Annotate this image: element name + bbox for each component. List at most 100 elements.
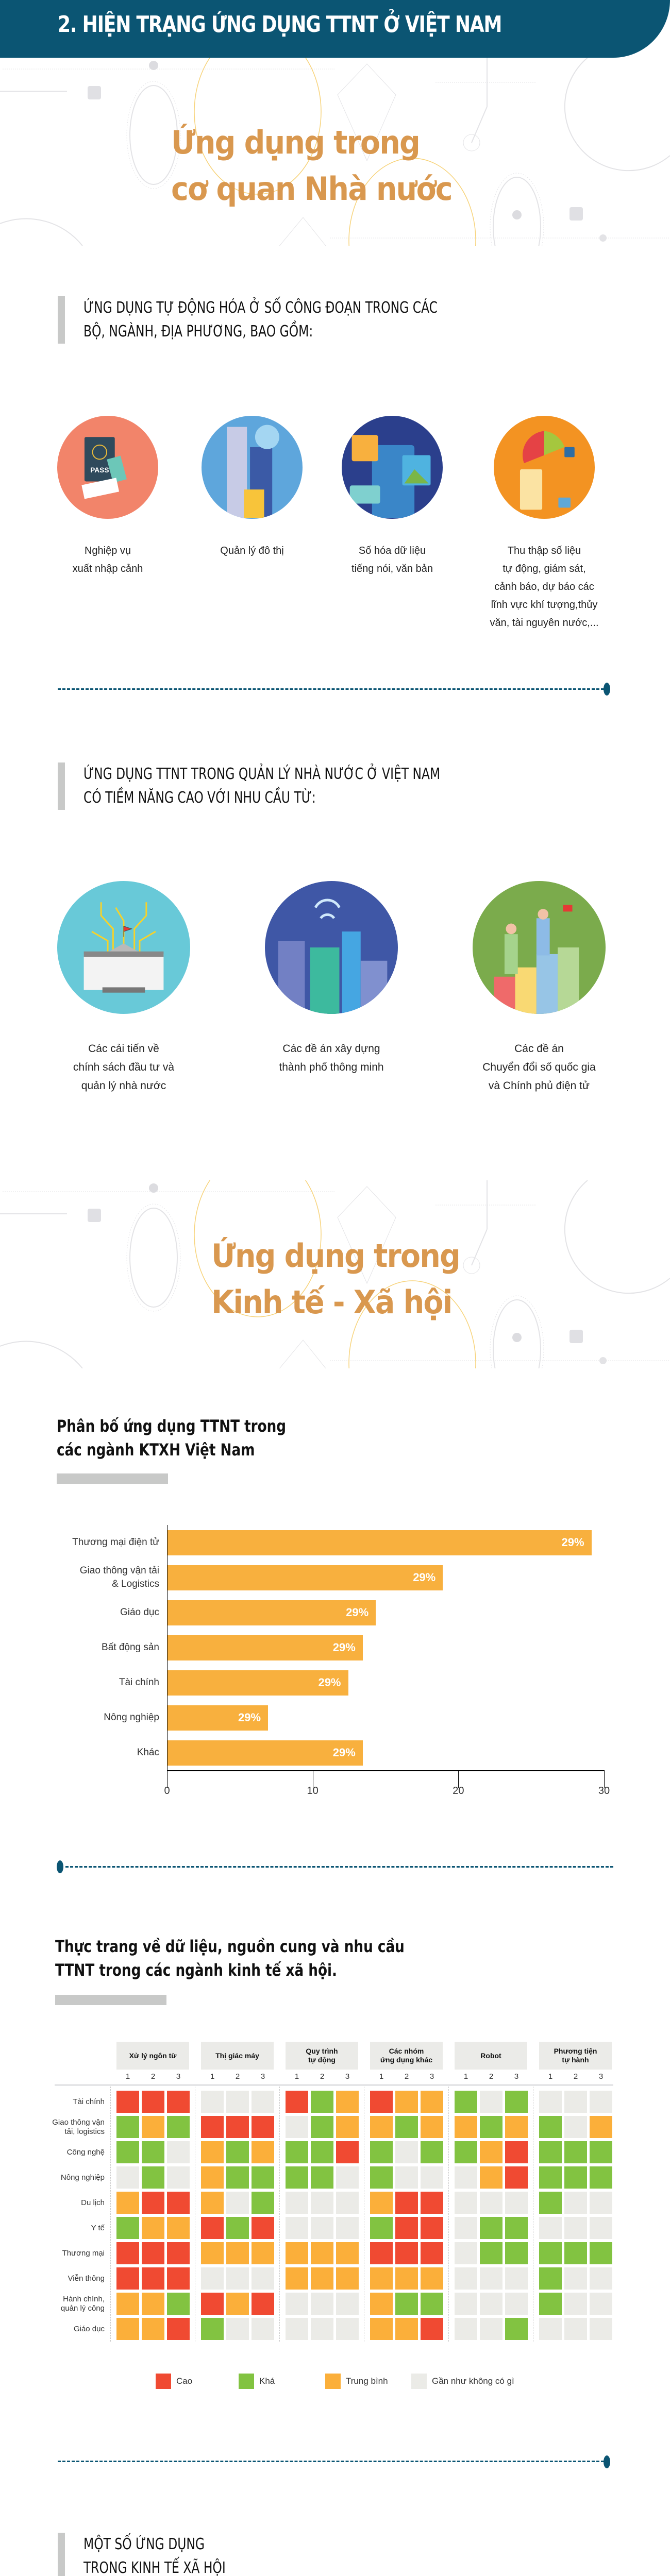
heatmap-cell	[167, 2166, 190, 2189]
heatmap-cell	[226, 2141, 249, 2163]
section-title-econ: Ứng dụng trong Kinh tế - Xã hội	[211, 1233, 461, 1326]
caption-line: lĩnh vực khí tượng,thủy	[491, 599, 598, 611]
heatmap-cell	[539, 2141, 562, 2163]
heatmap-cell	[395, 2166, 418, 2189]
dashed-divider	[65, 1866, 613, 1868]
heatmap-cell	[564, 2166, 587, 2189]
section-title-line: Ứng dụng trong	[211, 1237, 461, 1275]
heatmap-cell	[455, 2267, 477, 2290]
heatmap-cell	[590, 2318, 612, 2340]
label-line: Bất động sản	[102, 1642, 159, 1653]
heading-line: BỘ, NGÀNH, ĐỊA PHƯƠNG, BAO GỒM:	[83, 323, 313, 341]
x-tick-label: 0	[164, 1785, 170, 1797]
bar-category-label: Khác	[61, 1746, 159, 1759]
heatmap-group-header: Robot	[455, 2042, 527, 2070]
heatmap-cell	[311, 2192, 333, 2214]
heatmap-cell	[336, 2091, 359, 2113]
heatmap-row-label: Giáo dục	[7, 2325, 105, 2334]
bar-category-label: Giáo dục	[61, 1606, 159, 1619]
legend-swatch	[156, 2374, 171, 2389]
heatmap-cell	[201, 2116, 224, 2138]
government-building-circuit-icon	[57, 881, 190, 1014]
heatmap-cell	[286, 2242, 308, 2264]
heatmap-cell	[252, 2116, 274, 2138]
heatmap-cell	[370, 2293, 393, 2315]
heatmap-cell	[505, 2166, 528, 2189]
heatmap-cell	[116, 2091, 139, 2113]
heatmap-cell	[505, 2318, 528, 2340]
heatmap-cell	[539, 2217, 562, 2239]
heatmap-subcolumn-number: 1	[125, 2072, 130, 2081]
icon-caption: Thu thập số liệu tự động, giám sát, cảnh b…	[467, 542, 622, 632]
heatmap-cell	[370, 2141, 393, 2163]
heatmap-cell	[167, 2141, 190, 2163]
heatmap-cell	[395, 2116, 418, 2138]
bar: 29%	[167, 1565, 443, 1590]
city-buildings-icon	[202, 416, 303, 519]
row-label-line: Tài chính	[73, 2097, 105, 2106]
bar: 29%	[167, 1740, 363, 1766]
caption-line: Nghiệp vụ	[84, 545, 131, 556]
bar-value-label: 29%	[413, 1571, 436, 1584]
caption-line: Quản lý đô thị	[220, 545, 284, 556]
heatmap-cell	[336, 2192, 359, 2214]
caption-line: thành phố thông minh	[279, 1061, 384, 1073]
heatmap-cell	[421, 2116, 443, 2138]
heatmap-cell	[505, 2293, 528, 2315]
heatmap-cell	[505, 2242, 528, 2264]
heatmap-subcolumn-number: 1	[548, 2072, 553, 2081]
heatmap-cell	[142, 2318, 164, 2340]
group-header-line: Phương tiện	[554, 2047, 597, 2055]
heatmap-cell	[226, 2116, 249, 2138]
apps-heading: MỘT SỐ ỨNG DỤNG TRONG KINH TẾ XÃ HỘI	[58, 2533, 266, 2576]
caption-line: Thu thập số liệu	[507, 545, 581, 556]
heatmap-cell	[564, 2192, 587, 2214]
heatmap-cell	[252, 2166, 274, 2189]
tech-pattern-background	[0, 1180, 670, 1368]
heatmap-cell	[336, 2166, 359, 2189]
heatmap-cell	[311, 2242, 333, 2264]
heatmap-cell	[116, 2192, 139, 2214]
group-header-line: Các nhóm	[389, 2047, 424, 2055]
bar: 29%	[167, 1600, 376, 1625]
group-header-line: Robot	[480, 2051, 501, 2060]
heatmap-cell	[336, 2293, 359, 2315]
heatmap-cell	[286, 2192, 308, 2214]
heatmap-cell	[167, 2116, 190, 2138]
title-underline-bar	[57, 1473, 168, 1484]
heatmap-cell	[480, 2293, 502, 2315]
row-label-line: Du lịch	[81, 2198, 105, 2207]
heatmap-row-label: Nông nghiệp	[7, 2173, 105, 2182]
row-label-line: Hành chính,	[63, 2295, 105, 2303]
heatmap-cell	[201, 2318, 224, 2340]
heatmap-cell	[311, 2217, 333, 2239]
heatmap-cell	[539, 2192, 562, 2214]
caption-line: tự động, giám sát,	[502, 563, 586, 574]
heatmap-cell	[252, 2242, 274, 2264]
heatmap-row-label: Hành chính, quản lý công	[7, 2295, 105, 2313]
heatmap-cell	[167, 2192, 190, 2214]
heatmap-cell	[336, 2242, 359, 2264]
heatmap-cell	[395, 2267, 418, 2290]
heatmap-subcolumn-number: 3	[514, 2072, 519, 2081]
heatmap-cell	[116, 2242, 139, 2264]
heatmap-cell	[167, 2242, 190, 2264]
heatmap-cell	[311, 2141, 333, 2163]
heatmap-cell	[201, 2141, 224, 2163]
heatmap-cell	[480, 2141, 502, 2163]
heatmap-cell	[286, 2091, 308, 2113]
heatmap-cell	[480, 2166, 502, 2189]
svg-text:PASS: PASS	[90, 466, 109, 474]
heatmap-cell	[167, 2267, 190, 2290]
legend-swatch	[411, 2374, 427, 2389]
heading-accent-bar	[58, 762, 65, 810]
heatmap-cell	[370, 2318, 393, 2340]
label-line: Khác	[137, 1747, 159, 1758]
heatmap-cell	[395, 2192, 418, 2214]
heatmap-cell	[226, 2166, 249, 2189]
x-axis-tick	[458, 1770, 459, 1788]
heatmap-cell	[201, 2217, 224, 2239]
heatmap-subcolumn-number: 2	[489, 2072, 494, 2081]
chart-title-line: Thực trang về dữ liệu, nguồn cung và nhu…	[55, 1937, 405, 1956]
bar-chart-title: Phân bố ứng dụng TTNT trong các ngành KT…	[57, 1414, 286, 1462]
